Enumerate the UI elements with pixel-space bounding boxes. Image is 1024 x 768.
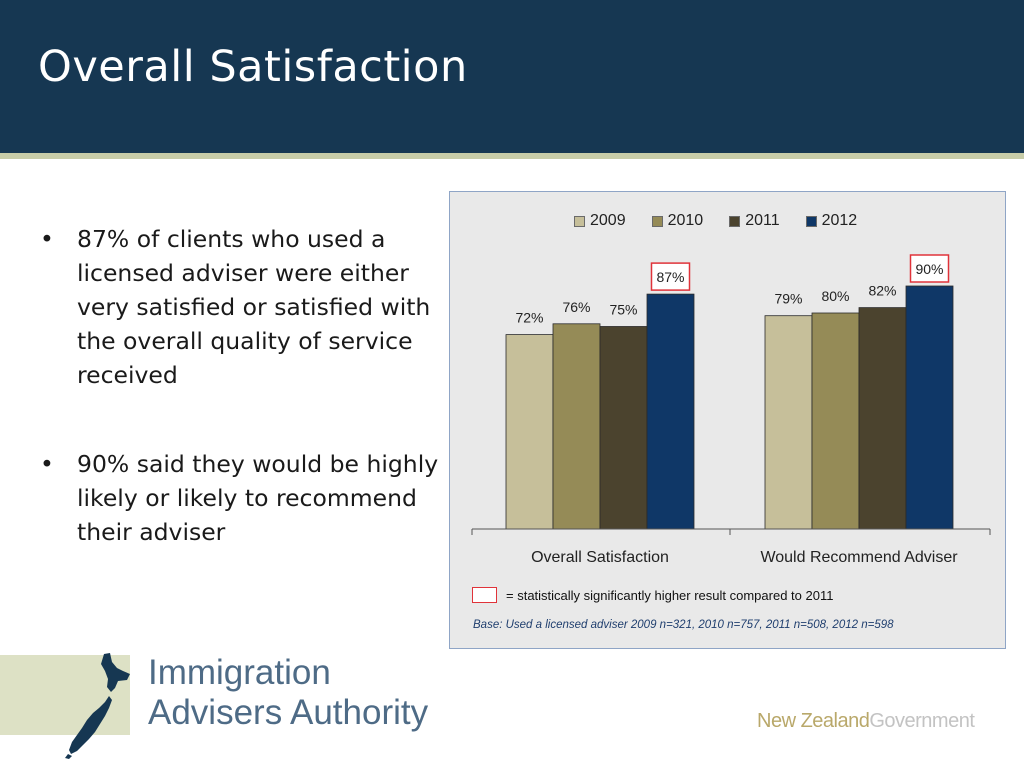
legend-swatch	[805, 215, 817, 227]
org-name-line2: Advisers Authority	[148, 693, 429, 732]
chart-legend: 2009 2010 2011 2012	[574, 212, 857, 230]
nz-government-logo: New ZealandGovernment	[757, 710, 975, 733]
chart-panel: 2009 2010 2011 2012 72% 76% 75% 87% Overall …	[449, 191, 1006, 649]
bullet-text: 90% said they would be highly likely or …	[77, 450, 439, 546]
org-name: Immigration Advisers Authority	[148, 653, 428, 733]
legend-item: 2012	[805, 212, 858, 230]
legend-label: 2010	[667, 212, 704, 229]
bar	[646, 293, 695, 530]
bar	[811, 312, 860, 530]
bullet-marker: •	[40, 225, 54, 253]
gov-logo-part1: New Zealand	[757, 710, 870, 732]
significance-note: = statistically significantly higher res…	[472, 587, 833, 603]
header-stripe	[0, 153, 1024, 159]
bar	[599, 326, 648, 530]
header-band	[0, 0, 1024, 153]
legend-item: 2009	[574, 212, 626, 230]
data-label: 79%	[774, 291, 802, 307]
bullet-marker: •	[40, 450, 54, 478]
legend-label: 2011	[745, 212, 780, 229]
legend-label: 2009	[590, 212, 626, 229]
significance-highlight-box	[650, 262, 691, 291]
org-name-line1: Immigration	[148, 653, 331, 692]
significance-marker	[472, 587, 497, 603]
legend-label: 2012	[821, 212, 858, 229]
bar-chart: 72% 76% 75% 87% Overall Satisfaction 79% 80% 82…	[471, 254, 991, 566]
bullet-item: • 87% of clients who used a licensed adv…	[38, 222, 448, 392]
data-label: 75%	[609, 302, 637, 318]
gov-logo-part2: Government	[869, 710, 975, 732]
data-label: 82%	[868, 283, 896, 299]
legend-swatch	[574, 215, 585, 227]
category-label: Would Recommend Adviser	[760, 549, 958, 566]
base-note: Base: Used a licensed adviser 2009 n=321…	[473, 619, 894, 631]
bullet-text: 87% of clients who used a licensed advis…	[77, 225, 431, 389]
bar	[505, 334, 554, 530]
legend-item: 2010	[651, 212, 704, 230]
data-label: 72%	[515, 310, 543, 326]
significance-text: = statistically significantly higher res…	[506, 587, 834, 603]
legend-swatch	[729, 215, 741, 227]
bar	[905, 285, 954, 530]
new-zealand-map-icon	[65, 653, 130, 759]
data-label: 80%	[821, 288, 849, 304]
data-label: 87%	[656, 269, 684, 285]
bullet-item: • 90% said they would be highly likely o…	[38, 447, 448, 549]
bar	[552, 323, 601, 530]
category-label: Overall Satisfaction	[531, 549, 669, 566]
bar	[764, 315, 813, 530]
page-title: Overall Satisfaction	[38, 42, 468, 92]
legend-swatch	[651, 215, 663, 227]
bar	[858, 307, 907, 530]
bullet-list: • 87% of clients who used a licensed adv…	[38, 222, 448, 549]
data-label: 76%	[562, 299, 590, 315]
legend-item: 2011	[729, 212, 780, 230]
data-label: 90%	[915, 261, 943, 277]
significance-highlight-box	[909, 254, 950, 283]
